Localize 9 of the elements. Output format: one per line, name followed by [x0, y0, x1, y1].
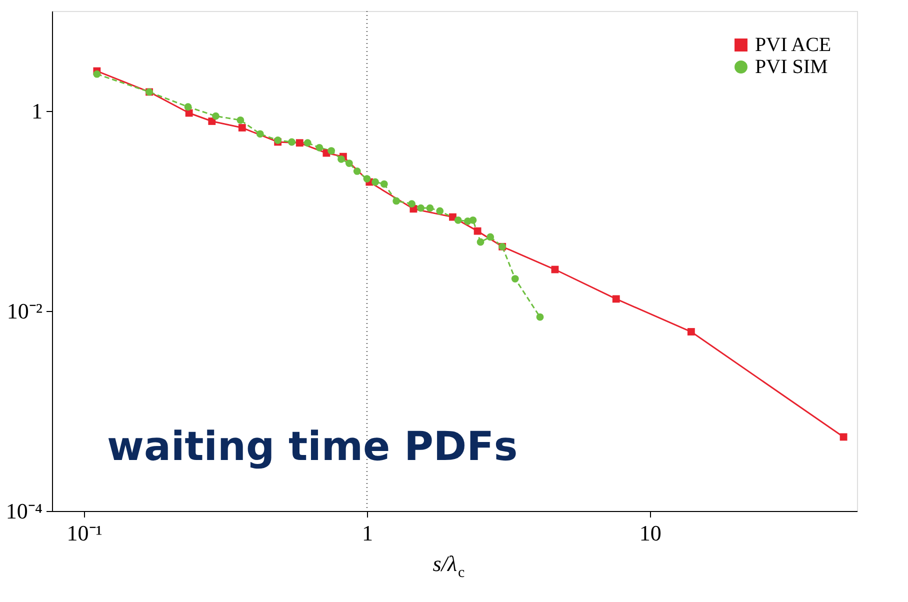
x-tick-label: 10 [639, 520, 662, 546]
x-tick-label: 1 [362, 520, 373, 546]
x-tick-label: 10⁻¹ [66, 520, 102, 546]
legend-label: PVI ACE [755, 34, 832, 56]
y-tick-label: 1 [32, 98, 42, 124]
legend-label: PVI SIM [755, 56, 828, 78]
annotation: waiting time PDFs [107, 424, 518, 470]
y-tick-label: 10⁻⁴ [6, 498, 43, 524]
y-tick-label: 10⁻² [6, 298, 43, 324]
